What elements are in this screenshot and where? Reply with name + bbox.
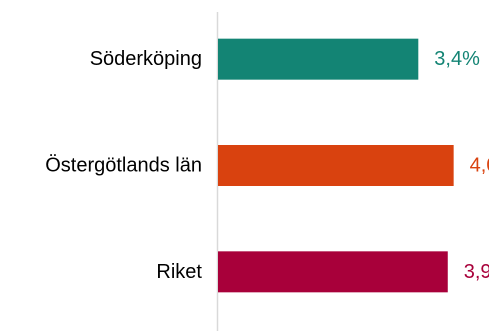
category-label-1: Östergötlands län [45, 155, 202, 177]
bar-1 [218, 145, 454, 186]
bar-0 [218, 38, 419, 80]
value-label-2: 3,9% [464, 261, 489, 283]
category-label-0: Söderköping [90, 48, 202, 70]
value-label-0: 3,4% [434, 48, 480, 70]
value-label-1: 4,0% [470, 155, 489, 177]
category-label-2: Riket [156, 261, 202, 283]
bar-2 [218, 251, 448, 293]
